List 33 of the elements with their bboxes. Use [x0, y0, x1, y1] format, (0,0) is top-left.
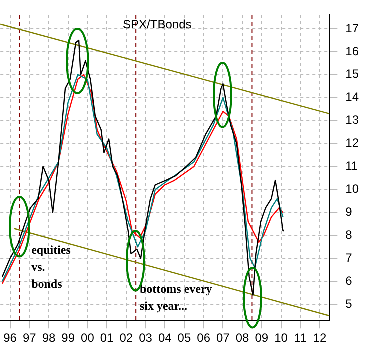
y-tick-label: 17 [346, 21, 360, 36]
x-tick-label: 06 [197, 331, 211, 346]
x-tick-label: 07 [216, 331, 230, 346]
x-tick-label: 02 [120, 331, 134, 346]
x-tick-label: 03 [139, 331, 153, 346]
y-tick-label: 5 [346, 296, 353, 311]
x-tick-label: 08 [236, 331, 250, 346]
x-tick-label: 05 [178, 331, 192, 346]
y-tick-label: 13 [346, 113, 360, 128]
x-tick-label: 99 [62, 331, 76, 346]
chart-title: SPX/TBonds [123, 18, 192, 32]
y-tick-label: 16 [346, 44, 360, 58]
x-tick-label: 12 [313, 331, 327, 346]
y-tick-label: 11 [346, 159, 358, 174]
y-tick-label: 12 [346, 136, 360, 150]
y-tick-label: 8 [346, 228, 353, 242]
y-tick-label: 9 [346, 204, 353, 219]
x-tick-label: 00 [81, 331, 95, 346]
y-tick-label: 10 [346, 182, 360, 196]
x-tick-label: 10 [274, 331, 288, 346]
annotation: equities vs. bonds [32, 242, 72, 291]
y-tick-label: 7 [346, 250, 353, 265]
x-tick-label: 98 [42, 331, 56, 346]
y-tick-label: 6 [346, 274, 353, 288]
x-tick-label: 96 [4, 331, 18, 346]
x-tick-label: 01 [100, 331, 114, 346]
annotation: bottoms every six year... [140, 282, 212, 313]
x-tick-label: 97 [22, 331, 37, 346]
y-tick-label: 14 [346, 90, 360, 104]
y-tick-label: 15 [346, 67, 360, 82]
x-tick-label: 09 [255, 331, 269, 346]
x-tick-label: 11 [294, 331, 308, 346]
x-tick-label: 04 [158, 331, 172, 346]
